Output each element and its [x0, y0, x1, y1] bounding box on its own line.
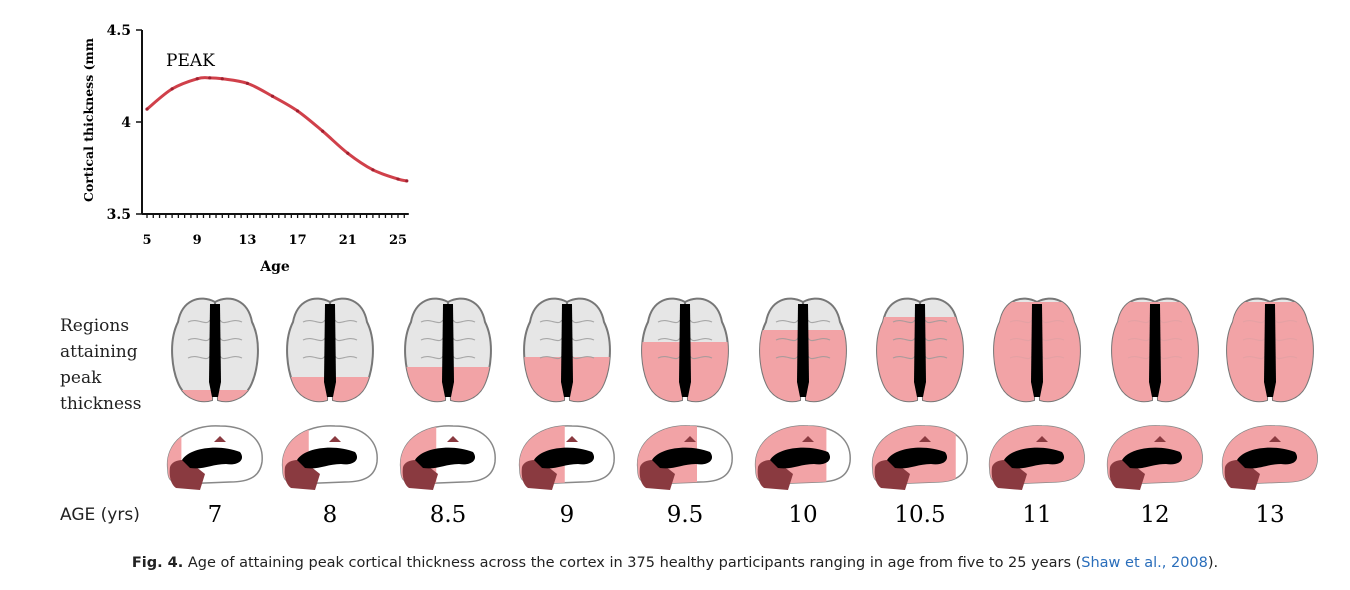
x-axis-label: Age — [259, 259, 290, 275]
brain-images — [399, 297, 496, 490]
regions-label-line: Regions — [60, 316, 130, 336]
data-point — [195, 77, 199, 81]
age-value: 12 — [1140, 502, 1170, 528]
brain-top-view — [1111, 297, 1199, 403]
brain-top-view — [876, 297, 964, 403]
regions-label-line: thickness — [60, 394, 142, 414]
brain-images — [754, 297, 851, 490]
y-tick-label: 3.5 — [107, 207, 131, 223]
brain-column — [160, 292, 270, 501]
figure-caption: Fig. 4. Age of attaining peak cortical t… — [0, 555, 1350, 571]
brain-medial-view — [399, 425, 496, 490]
data-point — [245, 81, 249, 85]
x-tick-label: 9 — [193, 233, 202, 248]
x-tick-label: 25 — [389, 233, 407, 248]
brain-images — [281, 297, 378, 490]
data-point — [220, 77, 224, 81]
brain-images — [518, 297, 615, 490]
brain-column — [982, 292, 1092, 501]
reference-link[interactable]: Shaw et al., 2008 — [1081, 555, 1208, 571]
brain-images — [1106, 297, 1203, 490]
y-tick-label: 4.5 — [107, 23, 131, 39]
brain-column — [1215, 292, 1325, 501]
regions-label-line: attaining — [60, 342, 138, 362]
brain-column — [865, 292, 975, 501]
age-value: 8 — [322, 502, 338, 528]
age-value: 9.5 — [666, 502, 704, 528]
y-axis-label: Cortical thickness (mm — [81, 38, 96, 202]
age-axis-label: AGE (yrs) — [60, 505, 140, 525]
cortical-thickness-chart: 5 9 13 17 21 25 3.5 4 4.5 PEAK Age Cortical thic… — [81, 23, 409, 275]
age-value: 10.5 — [894, 502, 946, 528]
brain-medial-view — [1106, 425, 1203, 490]
brain-medial-view — [988, 425, 1085, 490]
caption-text: Age of attaining peak cortical thickness… — [183, 555, 1082, 571]
age-value: 10 — [788, 502, 818, 528]
brain-column — [630, 292, 740, 501]
age-value: 8.5 — [429, 502, 467, 528]
brain-top-view — [759, 297, 847, 403]
data-point — [145, 107, 149, 111]
brain-column — [393, 292, 503, 501]
data-point — [396, 177, 400, 181]
x-tick-label: 13 — [238, 233, 256, 248]
data-point — [321, 129, 325, 133]
brain-top-view — [404, 297, 492, 403]
x-tick-label: 17 — [289, 233, 307, 248]
series-line — [146, 76, 408, 183]
caption-label: Fig. 4. — [131, 555, 184, 571]
brain-medial-view — [871, 425, 968, 490]
brain-images — [166, 297, 263, 490]
x-tick-label: 21 — [339, 233, 357, 248]
age-value: 11 — [1022, 502, 1052, 528]
brain-column — [275, 292, 385, 501]
age-value: 7 — [207, 502, 223, 528]
brain-medial-view — [166, 425, 263, 490]
data-point — [208, 76, 212, 80]
peak-annotation: PEAK — [166, 51, 215, 71]
age-value: 9 — [559, 502, 575, 528]
brain-images — [988, 297, 1085, 490]
brain-medial-view — [754, 425, 851, 490]
chart-ticks: 5 9 13 17 21 25 3.5 4 4.5 — [107, 23, 407, 248]
data-point — [371, 168, 375, 172]
brain-column — [1100, 292, 1210, 501]
data-point — [170, 87, 174, 91]
data-point — [270, 94, 275, 98]
brain-top-view — [641, 297, 729, 403]
brain-images — [1221, 297, 1318, 490]
data-point — [405, 179, 409, 183]
brain-images — [871, 297, 968, 490]
brain-medial-view — [1221, 425, 1318, 490]
brain-top-view — [993, 297, 1081, 403]
caption-end: ). — [1207, 555, 1219, 571]
brain-top-view — [523, 297, 611, 403]
brain-medial-view — [518, 425, 615, 490]
y-tick-label: 4 — [121, 115, 131, 131]
brain-column — [512, 292, 622, 501]
regions-label: Regions attaining peak thickness — [60, 313, 170, 417]
data-point — [346, 151, 350, 155]
x-tick-label: 5 — [142, 233, 151, 248]
brain-images — [636, 297, 733, 490]
data-point — [296, 109, 300, 113]
brain-top-view — [171, 297, 259, 403]
age-value: 13 — [1255, 502, 1285, 528]
brain-top-view — [1226, 297, 1314, 403]
brain-medial-view — [636, 425, 733, 490]
brain-medial-view — [281, 425, 378, 490]
regions-label-line: peak — [60, 368, 102, 388]
brain-column — [748, 292, 858, 501]
